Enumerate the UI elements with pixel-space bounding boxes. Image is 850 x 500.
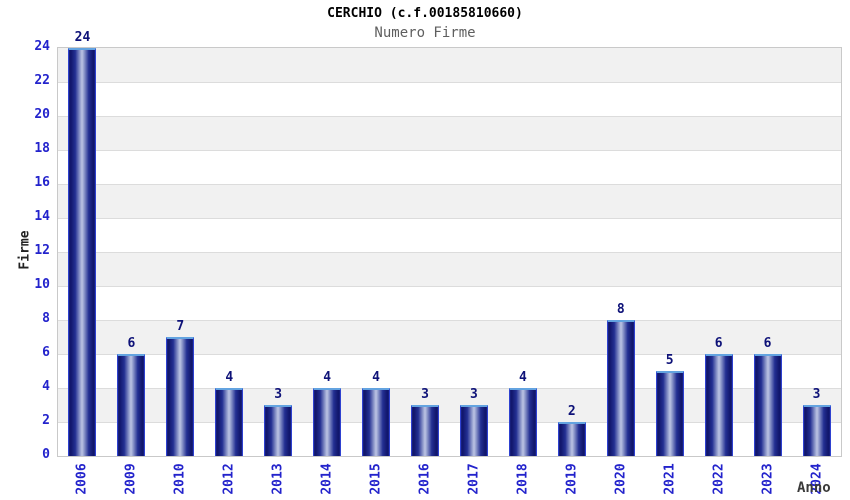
x-tick-label: 2022 — [711, 463, 727, 495]
y-tick-label: 12 — [34, 243, 50, 258]
bar-2023 — [753, 354, 782, 456]
x-tick-label: 2016 — [417, 463, 433, 495]
y-tick-label: 18 — [34, 141, 50, 156]
bar-value-label: 5 — [665, 353, 674, 368]
x-axis-title: Anno — [797, 480, 831, 496]
bar-value-label: 3 — [421, 387, 429, 402]
bar-2012 — [215, 388, 244, 456]
bar-2014 — [313, 388, 342, 456]
chart-subtitle: Numero Firme — [374, 25, 476, 41]
bar-value-label: 3 — [812, 387, 821, 402]
bar-value-label: 8 — [616, 302, 625, 317]
x-tick-label: 2020 — [613, 463, 629, 495]
bar-value-label: 3 — [470, 387, 478, 402]
gridline — [58, 422, 841, 423]
bar-value-label: 6 — [763, 336, 772, 351]
bar-value-label: 4 — [323, 370, 332, 385]
plot-band — [58, 184, 841, 218]
y-tick-label: 2 — [42, 413, 50, 428]
y-tick-label: 8 — [42, 311, 50, 326]
plot-band — [58, 48, 841, 82]
gridline — [58, 252, 841, 253]
x-tick-label: 2014 — [319, 463, 335, 495]
bar-value-label: 7 — [176, 319, 185, 334]
y-tick-label: 16 — [34, 175, 50, 190]
chart-title: CERCHIO (c.f.00185810660) — [327, 6, 523, 21]
plot-area: 24 6 7 4 3 4 4 3 3 4 2 8 5 6 6 3 — [57, 31, 842, 457]
y-tick-label: 14 — [34, 209, 50, 224]
plot-band — [58, 286, 841, 320]
bar-2024 — [802, 405, 831, 456]
x-tick-label: 2019 — [564, 463, 580, 495]
bar-2006 — [68, 48, 97, 456]
bar-value-label: 2 — [567, 404, 576, 419]
y-tick-label: 24 — [34, 39, 50, 54]
x-tick-label: 2018 — [515, 463, 531, 495]
x-tick-label: 2012 — [221, 463, 237, 495]
bar-value-label: 6 — [127, 336, 136, 351]
plot-band — [58, 218, 841, 252]
plot-band — [58, 82, 841, 116]
y-tick-label: 20 — [34, 107, 50, 122]
bar-value-label: 4 — [225, 370, 234, 385]
gridline — [58, 286, 841, 287]
bar-value-label: 4 — [372, 370, 380, 385]
bar-2019 — [557, 422, 586, 456]
bar-2009 — [117, 354, 146, 456]
x-tick-label: 2013 — [270, 463, 286, 495]
plot-band — [58, 150, 841, 184]
plot-band — [58, 116, 841, 150]
x-tick-label: 2009 — [123, 463, 139, 495]
y-tick-label: 4 — [42, 379, 50, 394]
y-tick-label: 22 — [34, 73, 50, 88]
gridline — [58, 218, 841, 219]
gridline — [58, 354, 841, 355]
y-tick-label: 6 — [42, 345, 50, 360]
gridline — [58, 150, 841, 151]
gridline — [58, 116, 841, 117]
bar-2018 — [508, 388, 537, 456]
bar-2016 — [411, 405, 440, 456]
y-tick-label: 0 — [42, 447, 50, 462]
bar-value-label: 24 — [74, 30, 91, 45]
gridline — [58, 388, 841, 389]
bar-value-label: 4 — [518, 370, 527, 385]
bar-2013 — [264, 405, 293, 456]
x-tick-label: 2010 — [172, 463, 188, 495]
bar-2020 — [606, 320, 635, 456]
gridline — [58, 82, 841, 83]
x-tick-label: 2006 — [74, 463, 90, 495]
bar-2010 — [166, 337, 195, 456]
gridline — [58, 320, 841, 321]
x-tick-label: 2015 — [368, 463, 384, 495]
gridline — [58, 184, 841, 185]
bar-2022 — [704, 354, 733, 456]
bar-2021 — [655, 371, 684, 456]
bar-2015 — [362, 388, 391, 456]
bar-2017 — [459, 405, 488, 456]
bar-value-label: 6 — [714, 336, 723, 351]
y-tick-label: 10 — [34, 277, 50, 292]
x-tick-label: 2017 — [466, 463, 482, 495]
bar-value-label: 3 — [274, 387, 283, 402]
x-tick-label: 2021 — [662, 463, 678, 495]
plot-band — [58, 252, 841, 286]
x-tick-label: 2023 — [760, 463, 776, 495]
